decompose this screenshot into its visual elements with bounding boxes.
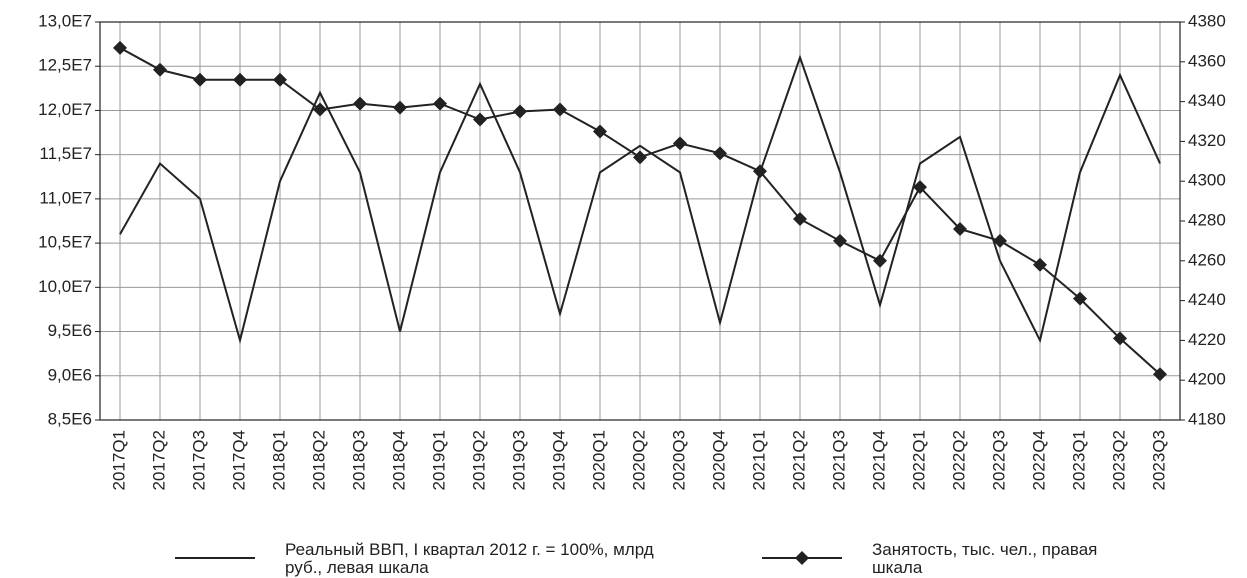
- data-point: [753, 164, 767, 179]
- y2-tick-label: 4380: [1188, 11, 1226, 30]
- data-point: [913, 180, 927, 195]
- y2-tick-label: 4260: [1188, 250, 1226, 269]
- y-tick-label: 13,0E7: [38, 11, 92, 30]
- data-point: [633, 150, 647, 165]
- x-tick-label: 2019Q1: [429, 430, 448, 491]
- data-point: [1153, 367, 1167, 382]
- y-tick-label: 10,5E7: [38, 233, 92, 252]
- y-tick-label: 9,5E6: [48, 321, 92, 340]
- y-tick-label: 12,5E7: [38, 56, 92, 75]
- x-tick-label: 2018Q1: [269, 430, 288, 491]
- y2-tick-label: 4200: [1188, 370, 1226, 389]
- y-tick-label: 11,0E7: [39, 188, 92, 207]
- x-tick-label: 2017Q2: [149, 430, 168, 491]
- y-tick-label: 10,0E7: [38, 277, 92, 296]
- x-tick-label: 2020Q4: [709, 430, 728, 491]
- y2-tick-label: 4180: [1188, 409, 1226, 428]
- legend-marker: [795, 551, 809, 565]
- x-tick-label: 2021Q1: [749, 430, 768, 491]
- y-tick-label: 11,5E7: [39, 144, 92, 163]
- x-tick-label: 2021Q2: [789, 430, 808, 491]
- data-point: [513, 104, 527, 119]
- x-tick-label: 2018Q3: [349, 430, 368, 491]
- data-point: [1033, 257, 1047, 272]
- x-tick-label: 2017Q4: [229, 430, 248, 491]
- legend-label: Реальный ВВП, I квартал 2012 г. = 100%, …: [285, 540, 654, 577]
- data-point: [673, 136, 687, 151]
- x-tick-label: 2021Q3: [829, 430, 848, 491]
- data-point: [393, 100, 407, 115]
- data-point: [273, 72, 287, 87]
- x-tick-label: 2017Q3: [189, 430, 208, 491]
- data-point: [793, 212, 807, 227]
- x-tick-label: 2019Q2: [469, 430, 488, 491]
- x-tick-label: 2023Q3: [1149, 430, 1168, 491]
- data-point: [1113, 331, 1127, 346]
- y2-tick-label: 4340: [1188, 91, 1226, 110]
- data-point: [193, 72, 207, 87]
- data-point: [553, 102, 567, 117]
- data-point: [593, 124, 607, 139]
- plot-frame: [99, 21, 1181, 421]
- data-point: [833, 233, 847, 248]
- x-tick-label: 2020Q2: [629, 430, 648, 491]
- y-tick-label: 9,0E6: [48, 365, 92, 384]
- data-point: [953, 221, 967, 236]
- data-point: [1073, 291, 1087, 306]
- y2-tick-label: 4220: [1188, 330, 1226, 349]
- y-tick-label: 8,5E6: [48, 409, 92, 428]
- x-tick-label: 2019Q3: [509, 430, 528, 491]
- x-tick-label: 2022Q4: [1029, 430, 1048, 491]
- x-tick-label: 2023Q1: [1069, 430, 1088, 491]
- y2-tick-label: 4280: [1188, 210, 1226, 229]
- x-tick-label: 2023Q2: [1109, 430, 1128, 491]
- y2-tick-label: 4300: [1188, 171, 1226, 190]
- x-tick-label: 2021Q4: [869, 430, 888, 491]
- x-tick-label: 2018Q2: [309, 430, 328, 491]
- x-tick-label: 2020Q1: [589, 430, 608, 491]
- data-point: [153, 62, 167, 77]
- data-point: [473, 112, 487, 127]
- y-tick-label: 12,0E7: [38, 100, 92, 119]
- data-point: [233, 72, 247, 87]
- data-point: [873, 253, 887, 268]
- x-tick-label: 2019Q4: [549, 430, 568, 491]
- y2-tick-label: 4360: [1188, 51, 1226, 70]
- x-tick-label: 2022Q2: [949, 430, 968, 491]
- legend-label: Занятость, тыс. чел., правая шкала: [872, 540, 1098, 577]
- x-tick-label: 2018Q4: [389, 430, 408, 491]
- y2-tick-label: 4320: [1188, 131, 1226, 150]
- data-point: [113, 40, 127, 55]
- data-point: [353, 96, 367, 111]
- x-tick-label: 2022Q3: [989, 430, 1008, 491]
- y2-tick-label: 4240: [1188, 290, 1226, 309]
- series-line: [119, 54, 1161, 345]
- data-point: [433, 96, 447, 111]
- x-tick-label: 2017Q1: [109, 430, 128, 491]
- x-tick-label: 2022Q1: [909, 430, 928, 491]
- data-point: [313, 102, 327, 117]
- x-tick-label: 2020Q3: [669, 430, 688, 491]
- data-point: [713, 146, 727, 161]
- data-point: [993, 233, 1007, 248]
